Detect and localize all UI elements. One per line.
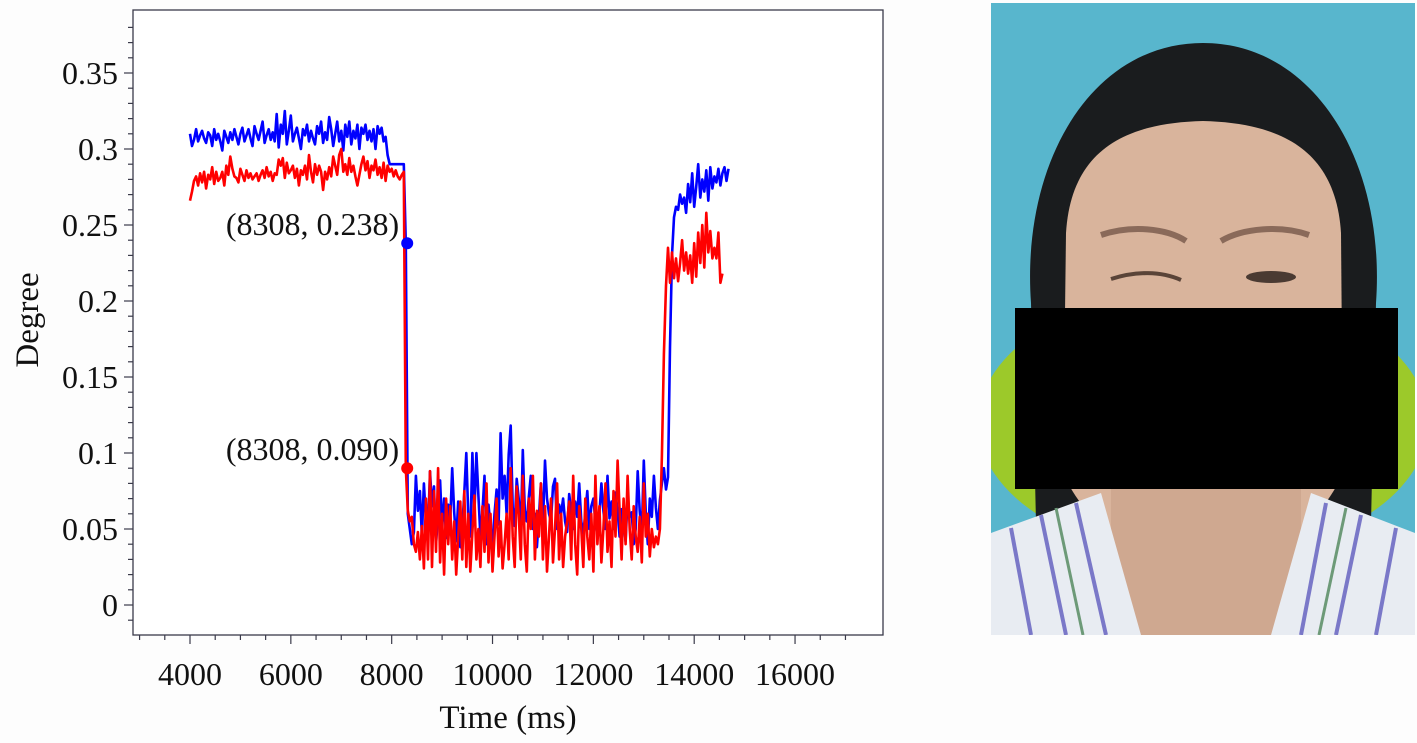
face-photo <box>991 3 1415 635</box>
annotation-point <box>401 237 414 250</box>
x-tick-label: 14000 <box>654 656 734 692</box>
x-tick-label: 8000 <box>360 656 424 692</box>
y-tick-label: 0.2 <box>78 283 118 319</box>
y-tick-label: 0.3 <box>78 131 118 167</box>
data-series <box>188 109 730 576</box>
y-tick-label: 0.05 <box>62 511 118 547</box>
y-tick-label: 0.25 <box>62 207 118 243</box>
y-tick-label: 0.15 <box>62 359 118 395</box>
annotation-point <box>401 462 414 475</box>
x-tick-label: 6000 <box>259 656 323 692</box>
line-chart: 0 0.05 0.1 0.15 0.2 0.25 0.3 0.35 4000 6000 8000 1… <box>10 9 884 736</box>
redaction-box <box>1015 308 1398 489</box>
x-axis: 4000 6000 8000 10000 12000 14000 16000 <box>138 635 847 692</box>
y-axis: 0 0.05 0.1 0.15 0.2 0.25 0.3 0.35 <box>62 26 133 623</box>
annotation-label: (8308, 0.238) <box>226 206 399 242</box>
x-axis-label: Time (ms) <box>439 700 576 736</box>
x-tick-label: 16000 <box>755 656 835 692</box>
series-line-red <box>188 147 724 576</box>
x-tick-label: 10000 <box>453 656 533 692</box>
x-tick-label: 12000 <box>553 656 633 692</box>
y-tick-label: 0.35 <box>62 55 118 91</box>
y-tick-label: 0.1 <box>78 435 118 471</box>
annotations: (8308, 0.238) (8308, 0.090) <box>226 206 414 475</box>
x-tick-label: 4000 <box>158 656 222 692</box>
annotation-label: (8308, 0.090) <box>226 431 399 467</box>
y-axis-label: Degree <box>10 272 46 367</box>
y-tick-label: 0 <box>102 587 118 623</box>
